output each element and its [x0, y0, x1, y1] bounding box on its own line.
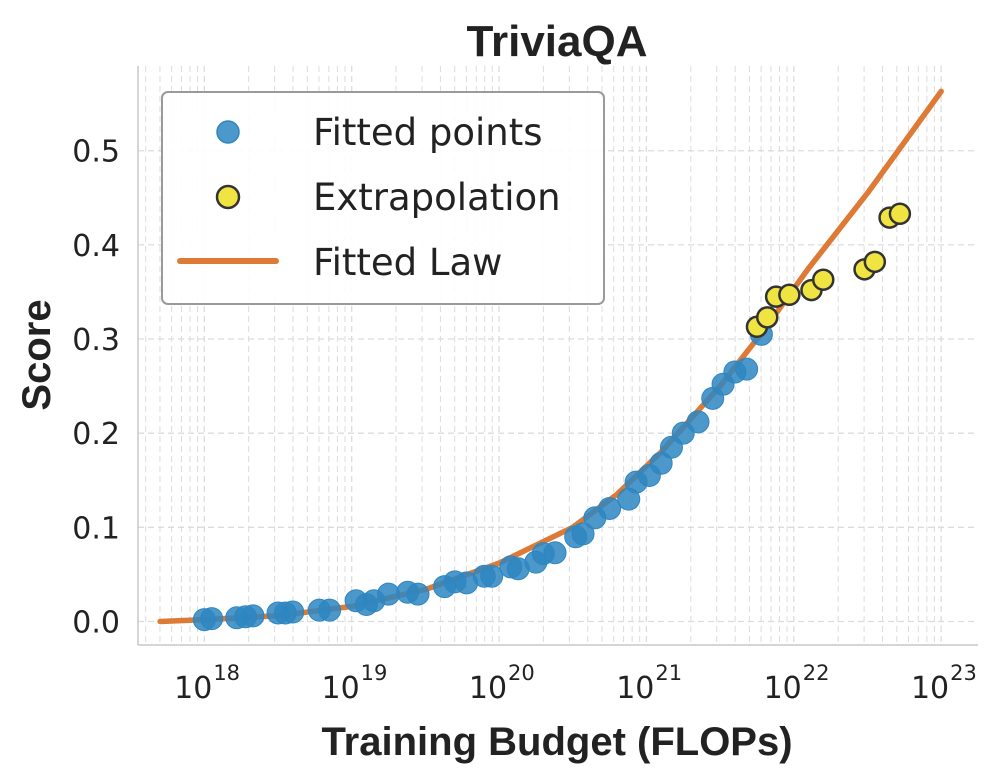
extrapolation-point	[888, 202, 912, 226]
x-axis-label: Training Budget (FLOPs)	[321, 720, 792, 764]
fitted-point	[686, 410, 710, 434]
fitted-point	[318, 598, 342, 622]
fitted-point	[598, 496, 622, 520]
extrapolation-point	[863, 250, 887, 274]
x-tick-base: 10	[174, 671, 212, 706]
fitted-points-series	[192, 322, 773, 632]
fitted-point	[543, 541, 567, 565]
legend-extrapolation-label: Extrapolation	[313, 176, 561, 219]
legend-fitted-points-marker	[216, 120, 240, 144]
x-tick-exponent: 21	[655, 661, 682, 685]
y-tick-label: 0.4	[72, 229, 120, 264]
x-tick-base: 10	[911, 671, 949, 706]
fitted-point	[571, 522, 595, 546]
x-tick-exponent: 20	[508, 661, 535, 685]
x-tick-base: 10	[616, 671, 654, 706]
x-tick-label: 10 22	[764, 661, 830, 706]
y-tick-label: 0.2	[72, 417, 120, 452]
x-tick-label: 10 21	[616, 661, 682, 706]
legend-box	[161, 91, 605, 305]
fitted-point	[406, 582, 430, 606]
x-tick-exponent: 22	[803, 661, 830, 685]
x-tick-exponent: 19	[361, 661, 388, 685]
legend-extrapolation-marker	[215, 184, 241, 210]
fitted-point	[200, 607, 224, 631]
chart-title: TriviaQA	[467, 17, 648, 66]
fitted-point	[735, 357, 759, 381]
x-tick-base: 10	[469, 671, 507, 706]
y-tick-label: 0.0	[72, 605, 120, 640]
extrapolation-point	[812, 268, 835, 291]
legend: Fitted points Extrapolation Fitted Law	[161, 91, 605, 305]
x-tick-base: 10	[764, 671, 802, 706]
fitted-point	[480, 564, 504, 588]
y-tick-label: 0.5	[72, 135, 120, 170]
x-tick-label: 10 19	[321, 661, 387, 706]
x-tick-base: 10	[321, 671, 359, 706]
x-tick-label: 10 23	[911, 661, 977, 706]
y-tick-label: 0.1	[72, 511, 120, 546]
x-tick-exponent: 23	[950, 661, 977, 685]
fitted-point	[241, 604, 265, 628]
legend-fitted-law-label: Fitted Law	[313, 241, 502, 284]
extrapolation-point	[756, 306, 779, 329]
extrapolation-series	[745, 202, 912, 339]
fitted-point	[281, 600, 305, 624]
x-tick-label: 10 20	[469, 661, 535, 706]
x-tick-label: 10 18	[174, 661, 240, 706]
y-tick-labels: 0.0 0.1 0.2 0.3 0.4 0.5	[72, 135, 120, 641]
extrapolation-point	[778, 283, 801, 307]
legend-fitted-points-label: Fitted points	[313, 111, 543, 154]
x-tick-exponent: 18	[213, 661, 240, 685]
fitted-point	[377, 582, 401, 606]
x-tick-labels: 10 18 10 19 10 20 10 21 10 22 10 23	[174, 661, 977, 706]
y-axis-label: Score	[15, 299, 59, 410]
y-tick-label: 0.3	[72, 323, 120, 358]
